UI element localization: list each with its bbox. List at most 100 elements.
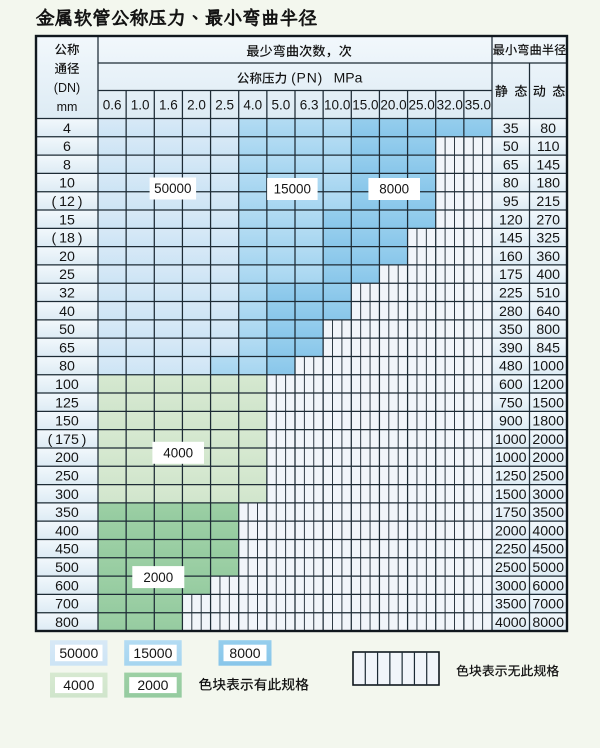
svg-text:3000: 3000 [532, 487, 564, 503]
svg-text:6.3: 6.3 [300, 97, 319, 112]
svg-text:8000: 8000 [532, 615, 564, 631]
svg-text:25: 25 [59, 267, 75, 283]
svg-text:1000: 1000 [495, 432, 527, 448]
svg-text:( 175 ): ( 175 ) [48, 432, 87, 448]
svg-text:15: 15 [59, 212, 75, 228]
svg-text:150: 150 [55, 414, 79, 430]
svg-text:MPa: MPa [334, 70, 363, 86]
svg-text:800: 800 [536, 322, 560, 338]
svg-text:4000: 4000 [63, 677, 94, 693]
svg-text:325: 325 [536, 231, 560, 247]
svg-text:200: 200 [55, 450, 79, 466]
svg-text:25.0: 25.0 [408, 97, 434, 112]
svg-text:5000: 5000 [532, 560, 564, 576]
svg-text:250: 250 [55, 469, 79, 485]
svg-text:800: 800 [55, 615, 79, 631]
svg-text:360: 360 [536, 249, 560, 265]
svg-text:1000: 1000 [495, 450, 527, 466]
svg-text:1500: 1500 [495, 487, 527, 503]
svg-text:( 18 ): ( 18 ) [52, 231, 83, 247]
svg-text:1250: 1250 [495, 469, 527, 485]
svg-text:110: 110 [537, 139, 560, 155]
svg-text:1800: 1800 [532, 414, 564, 430]
svg-text:50000: 50000 [154, 181, 191, 196]
svg-text:2000: 2000 [495, 523, 527, 539]
svg-text:450: 450 [55, 542, 79, 558]
svg-text:80: 80 [540, 121, 556, 137]
svg-text:0.6: 0.6 [103, 97, 122, 112]
svg-text:35.0: 35.0 [465, 97, 491, 112]
svg-text:(DN): (DN) [54, 81, 80, 95]
svg-text:7000: 7000 [532, 597, 564, 613]
svg-text:270: 270 [536, 212, 560, 228]
svg-text:6000: 6000 [532, 578, 564, 594]
svg-text:6: 6 [63, 139, 71, 155]
svg-text:32: 32 [59, 286, 75, 302]
svg-text:5.0: 5.0 [272, 97, 291, 112]
svg-text:35: 35 [503, 121, 519, 137]
svg-text:2000: 2000 [532, 450, 564, 466]
svg-text:50: 50 [59, 322, 75, 338]
svg-text:10: 10 [59, 176, 75, 192]
svg-text:50000: 50000 [59, 645, 98, 661]
svg-text:400: 400 [536, 267, 560, 283]
svg-text:3500: 3500 [532, 505, 564, 521]
svg-text:390: 390 [499, 340, 523, 356]
svg-text:50: 50 [503, 139, 519, 155]
svg-text:845: 845 [536, 340, 560, 356]
svg-text:4500: 4500 [532, 542, 564, 558]
svg-text:300: 300 [55, 487, 79, 503]
svg-text:350: 350 [499, 322, 523, 338]
svg-text:3000: 3000 [495, 578, 527, 594]
svg-text:4000: 4000 [532, 523, 564, 539]
svg-text:( 12 ): ( 12 ) [52, 194, 83, 210]
svg-text:145: 145 [499, 231, 523, 247]
svg-text:120: 120 [499, 212, 523, 228]
svg-text:160: 160 [499, 249, 523, 265]
svg-text:1.6: 1.6 [159, 97, 178, 112]
svg-text:15000: 15000 [133, 645, 172, 661]
svg-text:510: 510 [536, 286, 560, 302]
svg-text:4.0: 4.0 [243, 97, 262, 112]
svg-text:1.0: 1.0 [131, 97, 150, 112]
svg-text:215: 215 [536, 194, 560, 210]
svg-text:2500: 2500 [495, 560, 527, 576]
svg-text:(PN): (PN) [291, 70, 323, 86]
svg-text:65: 65 [503, 157, 519, 173]
svg-text:1750: 1750 [495, 505, 527, 521]
svg-text:1500: 1500 [532, 395, 564, 411]
svg-text:180: 180 [536, 176, 560, 192]
svg-text:175: 175 [499, 267, 523, 283]
svg-text:100: 100 [55, 377, 79, 393]
svg-text:2.5: 2.5 [215, 97, 234, 112]
svg-text:80: 80 [503, 176, 519, 192]
svg-text:15000: 15000 [274, 182, 311, 197]
svg-text:1200: 1200 [532, 377, 564, 393]
svg-text:2000: 2000 [143, 570, 173, 585]
svg-text:32.0: 32.0 [437, 97, 463, 112]
svg-text:8: 8 [63, 157, 71, 173]
svg-text:2000: 2000 [137, 677, 168, 693]
svg-text:20: 20 [59, 249, 75, 265]
svg-text:10.0: 10.0 [324, 97, 350, 112]
svg-text:15.0: 15.0 [352, 97, 378, 112]
svg-text:mm: mm [57, 100, 78, 114]
svg-text:350: 350 [55, 505, 79, 521]
svg-text:8000: 8000 [229, 645, 260, 661]
svg-text:280: 280 [499, 304, 523, 320]
svg-text:4: 4 [63, 121, 71, 137]
svg-text:1000: 1000 [532, 359, 564, 375]
svg-text:40: 40 [59, 304, 75, 320]
svg-text:500: 500 [55, 560, 79, 576]
svg-text:80: 80 [59, 359, 75, 375]
svg-text:145: 145 [536, 157, 560, 173]
svg-text:8000: 8000 [379, 182, 409, 197]
svg-text:65: 65 [59, 340, 75, 356]
svg-text:400: 400 [55, 523, 79, 539]
svg-text:2000: 2000 [532, 432, 564, 448]
svg-text:2.0: 2.0 [187, 97, 206, 112]
svg-text:20.0: 20.0 [380, 97, 406, 112]
svg-text:700: 700 [55, 597, 79, 613]
svg-text:2500: 2500 [532, 469, 564, 485]
svg-text:225: 225 [499, 286, 523, 302]
